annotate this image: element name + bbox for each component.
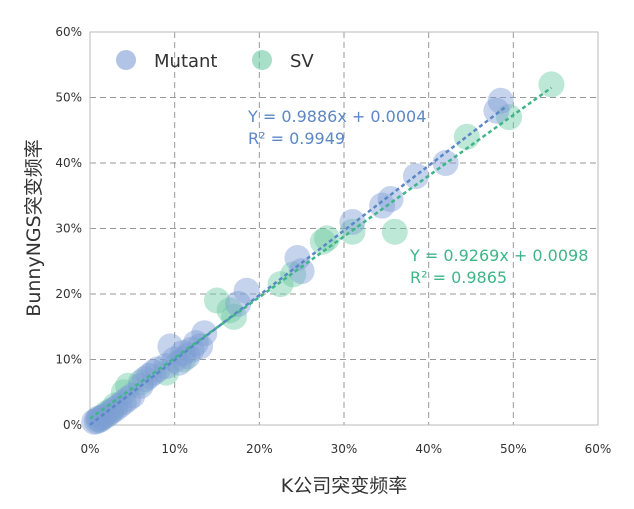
mutant-point xyxy=(225,290,252,317)
mutant-trend-line xyxy=(89,106,506,426)
y-axis-title: BunnyNGS突变频率 xyxy=(23,139,45,316)
mutant-point xyxy=(119,382,146,409)
y-tick-label: 0% xyxy=(63,418,82,432)
mutant-point xyxy=(284,244,311,271)
mutant-point xyxy=(174,343,201,370)
mutant-point xyxy=(110,389,137,416)
x-tick-label: 30% xyxy=(331,442,358,456)
mutant-point xyxy=(487,87,514,114)
x-tick-labels: 0% 10% 20% 30% 40% 50% 60% xyxy=(80,442,611,456)
mutant-point xyxy=(102,395,129,422)
sv-fit-equation: Y = 0.9269x + 0.0098 xyxy=(409,246,588,265)
mutant-fit-equation: Y = 0.9886x + 0.0004 xyxy=(247,107,426,126)
sv-point xyxy=(170,346,197,373)
sv-point xyxy=(267,271,294,298)
x-tick-label: 0% xyxy=(80,442,99,456)
x-tick-label: 10% xyxy=(161,442,188,456)
mutant-point xyxy=(187,333,214,360)
mutant-point xyxy=(157,333,184,360)
sv-point xyxy=(381,218,408,245)
sv-point xyxy=(110,379,137,406)
mutant-point xyxy=(288,258,315,285)
sv-point xyxy=(115,372,142,399)
sv-point xyxy=(314,225,341,252)
sv-point xyxy=(216,297,243,324)
mutant-point xyxy=(377,186,404,213)
mutant-point xyxy=(165,349,192,376)
mutant-point xyxy=(233,277,260,304)
mutant-point xyxy=(369,192,396,219)
sv-point xyxy=(538,71,565,98)
mutant-point xyxy=(106,392,133,419)
y-tick-label: 50% xyxy=(55,91,82,105)
mutant-point xyxy=(132,366,159,393)
legend-label-sv: SV xyxy=(290,51,314,72)
grid-lines xyxy=(90,32,598,425)
x-tick-label: 50% xyxy=(500,442,527,456)
mutant-fit-r2: R² = 0.9949 xyxy=(248,129,345,148)
x-tick-label: 40% xyxy=(415,442,442,456)
legend-marker-sv xyxy=(252,50,272,70)
mutant-point xyxy=(93,402,120,429)
y-tick-label: 10% xyxy=(55,353,82,367)
x-tick-label: 20% xyxy=(246,442,273,456)
y-tick-labels: 0% 10% 20% 30% 40% 50% 60% xyxy=(55,25,82,432)
mutant-point xyxy=(115,385,142,412)
mutant-point xyxy=(87,406,114,433)
sv-point xyxy=(309,228,336,255)
sv-point xyxy=(204,287,230,314)
legend: Mutant SV xyxy=(116,50,314,72)
sv-point xyxy=(153,359,180,386)
mutant-point xyxy=(483,97,510,124)
sv-point xyxy=(98,397,125,424)
x-tick-label: 60% xyxy=(585,442,612,456)
sv-point xyxy=(127,369,154,396)
y-tick-label: 40% xyxy=(55,156,82,170)
trend-lines xyxy=(89,86,553,426)
legend-marker-mutant xyxy=(116,50,136,70)
sv-point xyxy=(280,261,307,288)
y-tick-label: 30% xyxy=(55,222,82,236)
y-tick-label: 60% xyxy=(55,25,82,39)
x-axis-title: K公司突变频率 xyxy=(281,475,407,497)
mutant-point xyxy=(144,356,171,383)
sv-point xyxy=(453,123,480,150)
legend-label-mutant: Mutant xyxy=(154,51,218,72)
mutant-point xyxy=(98,398,125,425)
y-tick-label: 20% xyxy=(55,287,82,301)
sv-fit-r2: R² = 0.9865 xyxy=(410,268,507,287)
plot-frame xyxy=(89,31,599,426)
sv-trend-line xyxy=(89,86,553,420)
